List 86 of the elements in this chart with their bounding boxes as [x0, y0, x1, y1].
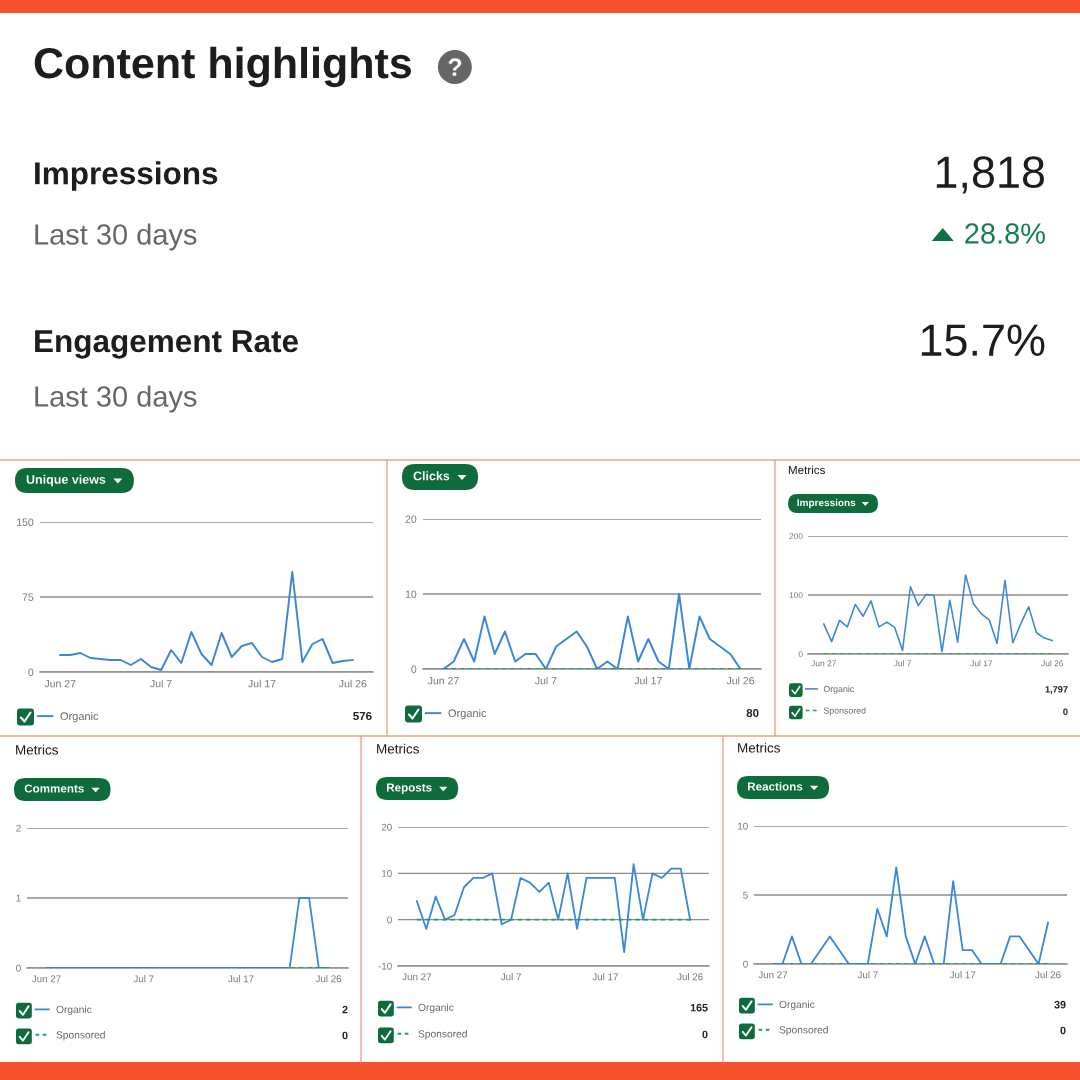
y-tick-label: 0 [387, 916, 392, 924]
line-series [442, 593, 742, 669]
chart-title: Metrics [788, 465, 825, 475]
x-tick-label: Jul 7 [893, 660, 911, 667]
x-tick-label: Jun 27 [31, 975, 61, 983]
y-tick-label: 10 [382, 870, 392, 877]
text: 0 [702, 1030, 708, 1039]
x-tick-label: Jul 7 [534, 676, 557, 685]
chart-subtitle: Comments [24, 784, 84, 793]
text: 28.8% [965, 223, 1045, 244]
legend-label: Sponsored [418, 1029, 467, 1040]
legend-label: Organic [56, 1005, 92, 1016]
text: 165 [690, 1003, 708, 1012]
x-tick-label: Jul 7 [133, 975, 154, 983]
legend-label: Organic [60, 712, 99, 723]
text: Last 30 days [35, 223, 197, 251]
y-tick-label: 150 [17, 518, 34, 526]
chart-subtitle: Reactions [748, 782, 803, 791]
y-tick-label: 0 [28, 668, 34, 676]
line-series [415, 863, 692, 954]
chart-subtitle: Reposts [387, 783, 432, 794]
y-tick-label: 20 [405, 515, 417, 523]
line-series [772, 866, 1049, 964]
chart-title: Metrics [16, 744, 58, 755]
y-tick-label: 0 [798, 651, 803, 658]
x-tick-label: Jul 17 [592, 973, 618, 981]
y-tick-label: 0 [411, 665, 417, 673]
text: Impressions [35, 161, 218, 191]
x-tick-label: Jul 26 [1035, 971, 1061, 979]
x-tick-label: Jul 26 [338, 679, 367, 688]
x-tick-label: Jul 17 [248, 679, 276, 688]
y-tick-label: 10 [738, 822, 748, 830]
y-tick-label: 1 [16, 894, 21, 902]
text: 2 [342, 1005, 348, 1014]
x-tick-label: Jul 7 [150, 679, 172, 688]
text: 576 [353, 711, 372, 721]
text: 80 [746, 708, 759, 718]
x-tick-label: Jul 26 [726, 676, 755, 685]
x-tick-label: Jun 27 [44, 679, 76, 688]
x-tick-label: Jul 7 [857, 971, 878, 979]
legend-label: Sponsored [823, 707, 866, 716]
y-tick-label: 200 [789, 533, 803, 540]
text: 0 [342, 1031, 348, 1040]
text: 39 [1054, 1000, 1066, 1009]
y-tick-label: 2 [16, 824, 21, 832]
y-tick-label: -10 [378, 962, 392, 970]
legend-label: Organic [418, 1003, 454, 1014]
text: 15.7% [921, 324, 1045, 357]
x-tick-label: Jun 27 [427, 676, 459, 685]
legend-label: Sponsored [779, 1025, 828, 1036]
y-tick-label: 100 [789, 592, 803, 599]
legend-label: Organic [823, 685, 854, 694]
text: 1,818 [936, 156, 1045, 194]
y-tick-label: 75 [22, 593, 34, 601]
y-tick-label: 10 [405, 590, 417, 598]
x-tick-label: Jul 7 [500, 973, 521, 981]
legend-label: Sponsored [56, 1030, 105, 1041]
x-tick-label: Jul 26 [315, 975, 342, 983]
chart-subtitle: Impressions [797, 498, 856, 509]
chart-title: Metrics [377, 743, 419, 754]
chart-subtitle: Unique views [26, 474, 106, 487]
x-tick-label: Jun 27 [402, 973, 432, 981]
x-tick-label: Jul 17 [634, 676, 662, 685]
legend-label: Organic [448, 709, 487, 720]
y-tick-label: 5 [743, 891, 748, 899]
x-tick-label: Jun 27 [758, 971, 788, 979]
line-series [59, 571, 354, 671]
x-tick-label: Jul 17 [949, 971, 976, 979]
y-tick-label: 0 [743, 960, 748, 968]
text: Last 30 days [35, 385, 197, 413]
legend-label: Organic [779, 1000, 815, 1011]
text: 0 [1060, 1026, 1066, 1035]
x-tick-label: Jul 17 [228, 975, 254, 983]
text: 1,797 [1045, 686, 1068, 694]
y-tick-label: 0 [16, 964, 21, 972]
x-tick-label: Jun 27 [811, 660, 836, 667]
text: Engagement Rate [35, 330, 298, 359]
x-tick-label: Jul 26 [677, 973, 703, 981]
line-series [822, 574, 1054, 653]
y-tick-label: 20 [381, 823, 392, 831]
chart-subtitle: Clicks [413, 471, 450, 481]
text: Content highlights [34, 46, 411, 88]
x-tick-label: Jul 26 [1041, 660, 1064, 667]
chart-title: Metrics [738, 742, 780, 753]
x-tick-label: Jul 17 [970, 660, 993, 667]
text: 0 [1063, 708, 1068, 715]
